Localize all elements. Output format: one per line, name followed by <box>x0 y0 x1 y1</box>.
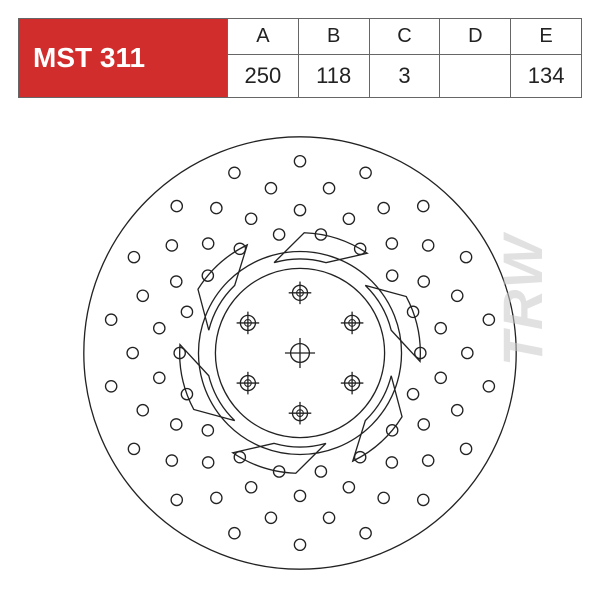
spec-table: MST 311 A 250 B 118 C 3 D E 134 <box>18 18 582 98</box>
brake-disc-diagram <box>65 118 535 588</box>
part-number-cell: MST 311 <box>19 19 228 97</box>
col-b-label: B <box>299 19 369 55</box>
part-number: MST 311 <box>33 42 145 74</box>
diagram-area <box>0 105 600 600</box>
col-a-value: 250 <box>228 55 298 97</box>
col-e: E 134 <box>511 19 581 97</box>
col-a-label: A <box>228 19 298 55</box>
col-c-value: 3 <box>370 55 440 97</box>
col-d: D <box>440 19 511 97</box>
col-b: B 118 <box>299 19 370 97</box>
col-d-label: D <box>440 19 510 55</box>
col-c-label: C <box>370 19 440 55</box>
col-a: A 250 <box>228 19 299 97</box>
col-d-value <box>440 55 510 71</box>
col-b-value: 118 <box>299 55 369 97</box>
col-c: C 3 <box>370 19 441 97</box>
col-e-label: E <box>511 19 581 55</box>
col-e-value: 134 <box>511 55 581 97</box>
